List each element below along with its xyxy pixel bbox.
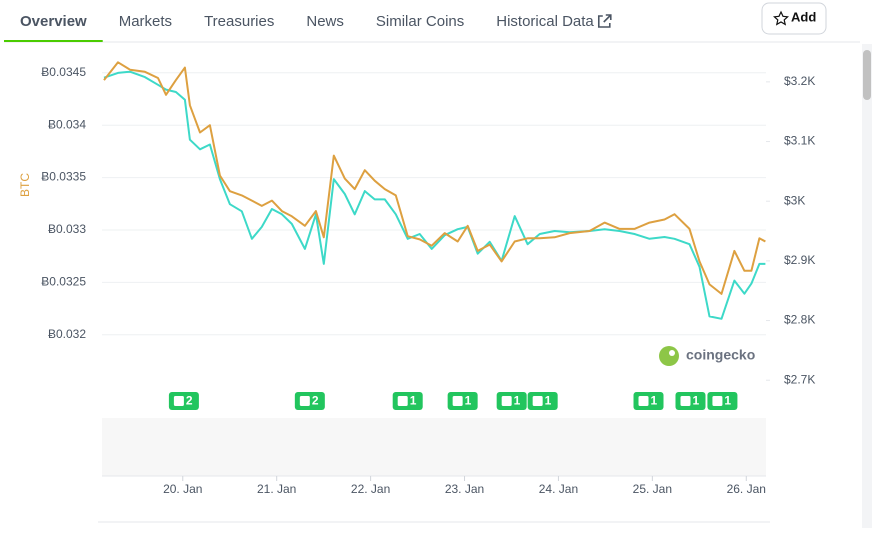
y-tick-label: Ƀ0.0325 [41, 275, 86, 289]
add-label: Add [791, 9, 816, 24]
y2-tick-label: $3.1K [784, 134, 815, 148]
y2-tick-label: $2.7K [784, 372, 815, 386]
news-badge[interactable]: 1 [496, 392, 527, 410]
scrollbar[interactable] [862, 44, 872, 528]
add-button[interactable] [761, 2, 827, 35]
badge-icon [638, 396, 649, 406]
badge-icon [501, 396, 512, 406]
price-line [103, 61, 766, 295]
badge-icon [397, 396, 408, 406]
x-tick-label: 20. Jan [163, 482, 202, 496]
tab[interactable]: Treasuries [204, 13, 274, 30]
badge-icon [712, 396, 723, 406]
badge-icon [452, 396, 463, 406]
scrollbar-thumb[interactable] [863, 50, 871, 100]
news-badge[interactable]: 1 [527, 392, 558, 410]
x-tick-label: 22. Jan [351, 482, 390, 496]
tab[interactable]: Markets [119, 13, 172, 30]
news-badge[interactable]: 1 [707, 392, 738, 410]
badge-icon [532, 396, 543, 406]
tab[interactable]: Similar Coins [376, 13, 464, 30]
tab-bar: Overview Markets Treasuries News Similar Coi… [4, 13, 612, 42]
tab[interactable]: Overview [20, 13, 87, 30]
news-badge[interactable]: 1 [447, 392, 478, 410]
y-tick-label: Ƀ0.0335 [41, 170, 86, 184]
tab[interactable]: Historical Data [496, 13, 594, 30]
x-tick-label: 23. Jan [445, 482, 484, 496]
y-tick-label: Ƀ0.0345 [41, 65, 86, 79]
badge-count: 1 [410, 394, 417, 408]
volume-bg [102, 418, 766, 476]
x-tick-label: 26. Jan [727, 482, 766, 496]
badge-count: 1 [724, 394, 731, 408]
y-axis-label: BTC [18, 173, 32, 197]
x-tick-label: 24. Jan [539, 482, 578, 496]
x-tick-label: 21. Jan [257, 482, 296, 496]
news-badge[interactable]: 2 [294, 392, 325, 410]
badge-count: 1 [692, 394, 699, 408]
y-tick-label: Ƀ0.032 [48, 327, 86, 341]
star-icon [773, 10, 789, 26]
badge-icon [299, 396, 310, 406]
badge-count: 1 [651, 394, 658, 408]
badge-count: 1 [514, 394, 521, 408]
y-tick-label: Ƀ0.034 [48, 117, 86, 131]
news-badge[interactable]: 1 [633, 392, 664, 410]
y2-tick-label: $3.2K [784, 74, 815, 88]
y-tick-label: Ƀ0.033 [48, 222, 86, 236]
active-underline [4, 40, 103, 42]
news-badge[interactable]: 2 [168, 392, 199, 410]
tab[interactable]: News [306, 13, 344, 30]
price-line [103, 70, 766, 320]
news-badge[interactable]: 1 [675, 392, 706, 410]
watermark-text: coingecko [686, 347, 755, 363]
y2-tick-label: $3K [784, 193, 805, 207]
y2-tick-label: $2.9K [784, 253, 815, 267]
badge-count: 2 [312, 394, 319, 408]
news-badge[interactable]: 1 [392, 392, 423, 410]
badge-count: 1 [545, 394, 552, 408]
x-tick-label: 25. Jan [633, 482, 672, 496]
badge-icon [173, 396, 184, 406]
y2-tick-label: $2.8K [784, 313, 815, 327]
badge-count: 1 [465, 394, 472, 408]
external-icon [597, 14, 612, 28]
badge-icon [680, 396, 691, 406]
watermark: coingecko [659, 346, 755, 366]
badge-count: 2 [186, 394, 193, 408]
